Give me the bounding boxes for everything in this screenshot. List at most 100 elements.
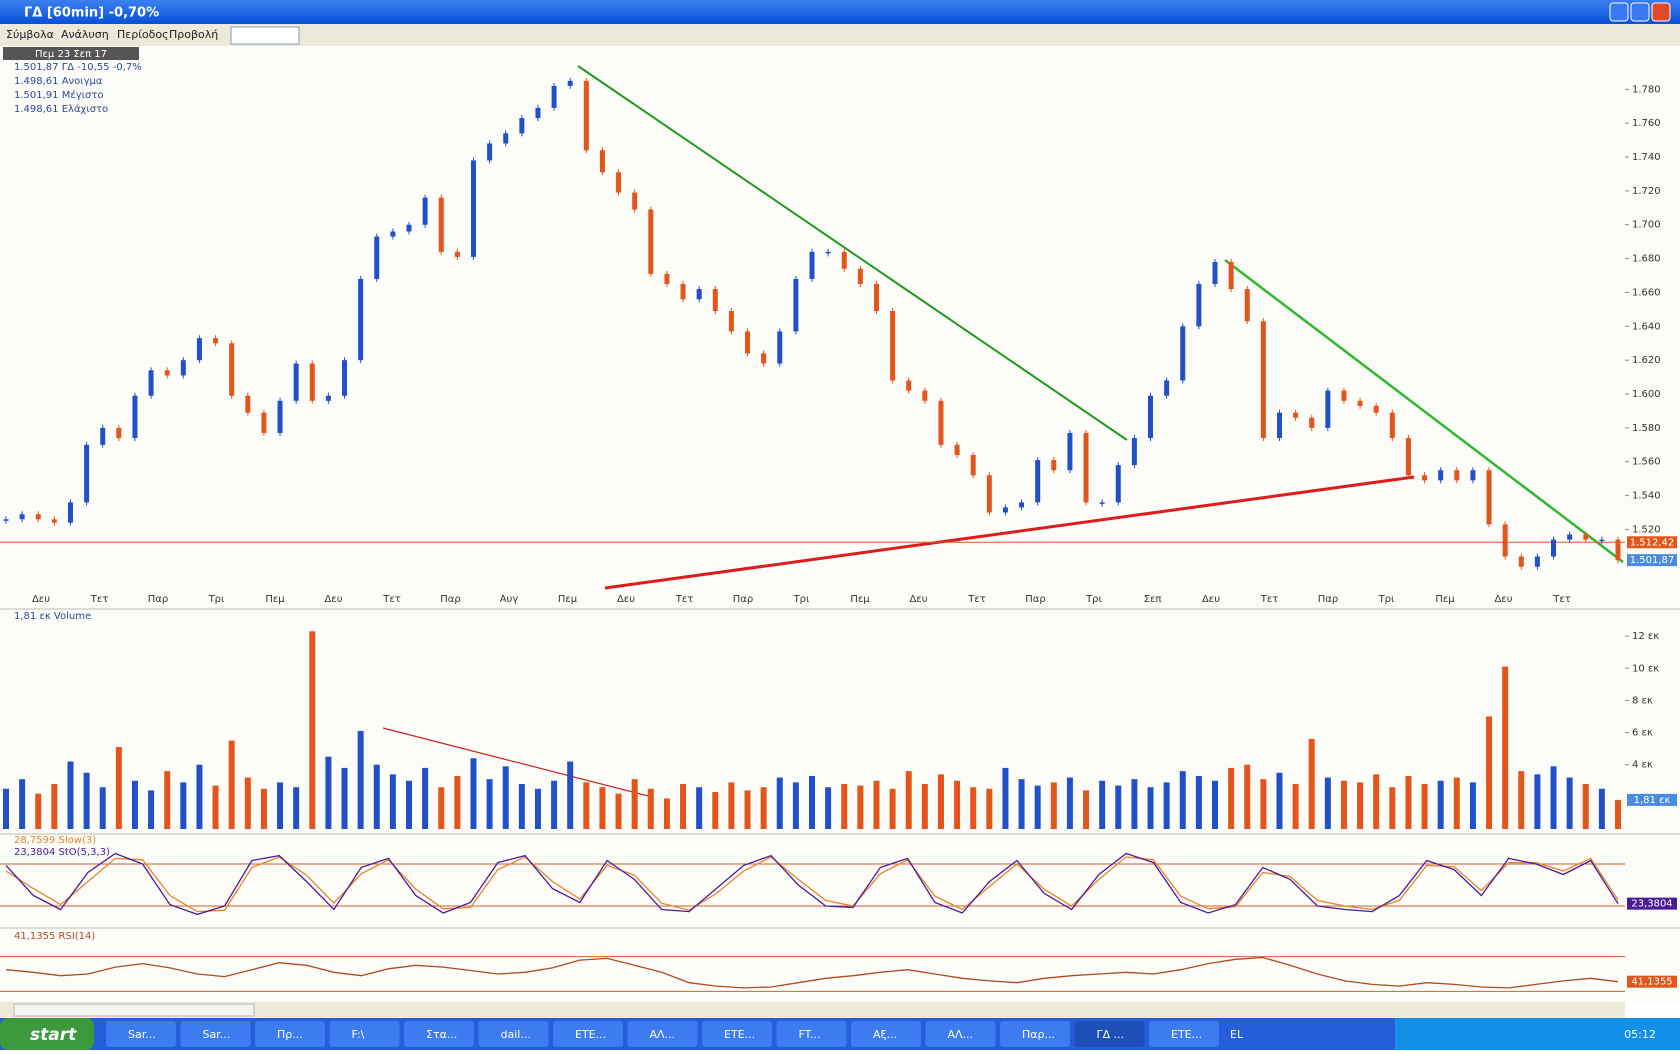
x-tick-label: Δευ [617,594,635,605]
volume-bar [470,758,477,829]
task-button[interactable] [851,1021,921,1047]
candle [454,251,460,257]
volume-bar [1099,780,1106,829]
y-tick-label: 1.740 [1632,152,1661,163]
candle [1131,438,1137,466]
symbol-input[interactable] [230,26,300,45]
volume-bar [406,780,412,829]
task-button[interactable] [553,1021,623,1047]
x-tick-label: Παρ [1025,594,1045,605]
last-value-label: 23,3804 [1631,899,1672,910]
volume-bar [873,780,880,829]
maximize-button[interactable] [1630,2,1650,22]
task-button[interactable] [255,1021,325,1047]
candle [825,251,831,254]
task-button[interactable] [925,1021,996,1047]
menu-item[interactable]: Σύμβολα [6,28,54,41]
volume-bar [196,764,203,829]
volume-bar [1066,777,1073,829]
menu-item[interactable]: Περίοδος [117,28,169,41]
candle [1244,289,1250,322]
info-line: 1.501,91 Μέγιστο [14,89,104,101]
volume-bar [631,779,638,829]
candle [761,353,767,364]
trend-line [1224,259,1624,563]
volume-bar [647,788,654,829]
axis-background [1625,47,1680,1002]
volume-bar [1147,787,1154,829]
candle [1341,390,1347,401]
volume-bar [212,785,219,829]
y-tick-label: 1.520 [1632,524,1661,535]
task-button[interactable] [702,1021,772,1047]
menu-item[interactable]: Ανάλυση [61,28,109,41]
candle [777,331,783,364]
volume-bar [1244,764,1251,829]
candle [213,338,219,344]
volume-bar [1131,779,1138,829]
menu-item[interactable]: Προβολή [169,28,218,41]
start-button[interactable] [0,1018,94,1050]
y-tick-label: 1.780 [1632,84,1661,95]
volume-bar [760,787,767,829]
x-tick-label: Τετ [675,594,694,605]
y-tick-label: 1.540 [1632,491,1661,502]
minimize-button[interactable] [1609,2,1629,22]
x-tick-label: Τρι [208,594,225,605]
task-label: FT... [799,1028,821,1041]
volume-bar [51,783,58,829]
candle [1196,283,1202,327]
volume-bar [889,788,896,829]
clock: 05:12 [1624,1028,1656,1041]
volume-bar [1534,774,1541,829]
task-button[interactable] [180,1021,251,1047]
close-button[interactable] [1651,2,1671,22]
task-label: ETE... [575,1028,606,1041]
task-button[interactable] [776,1021,847,1047]
task-button[interactable] [329,1021,400,1047]
task-button[interactable] [106,1021,176,1047]
y-tick-label: 1.580 [1632,423,1661,434]
candle [309,363,315,401]
y-tick-label: 4 εκ [1632,760,1653,771]
x-tick-label: Αυγ [500,594,519,605]
task-button[interactable] [404,1021,474,1047]
scroll-thumb[interactable] [13,1003,255,1017]
task-button[interactable] [1149,1021,1219,1047]
x-tick-label: Τρι [793,594,810,605]
volume-bar [1357,782,1364,829]
volume-bar [244,777,251,829]
volume-bar [1163,782,1170,829]
y-tick-label: 1.640 [1632,321,1661,332]
volume-bar [663,798,670,829]
candle [148,370,154,396]
task-button[interactable] [1000,1021,1070,1047]
last-value-box [1627,897,1677,910]
task-label: ΑΛ... [948,1028,974,1041]
last-value-label: 1.501,87 [1630,555,1675,566]
scrollbar[interactable] [0,1002,1625,1018]
candle [374,236,380,279]
volume-bar [776,777,783,829]
task-label: dail... [501,1028,531,1041]
candle [535,107,541,119]
candle [1293,412,1299,418]
volume-bar [35,793,42,829]
candle [954,444,960,455]
volume-bar [454,775,461,829]
volume-bar [1389,787,1396,829]
task-button[interactable] [478,1021,549,1047]
candle [841,251,847,269]
y-tick-label: 1.660 [1632,287,1661,298]
volume-bar [970,787,977,829]
volume-bar [551,780,558,829]
task-label: Sar... [128,1028,156,1041]
y-tick-label: 1.760 [1632,118,1661,129]
candle [632,192,638,210]
task-button[interactable] [627,1021,698,1047]
volume-bar [792,782,799,829]
volume-bar [599,787,606,829]
y-tick-label: 1.560 [1632,457,1661,468]
task-button[interactable] [1074,1021,1145,1047]
